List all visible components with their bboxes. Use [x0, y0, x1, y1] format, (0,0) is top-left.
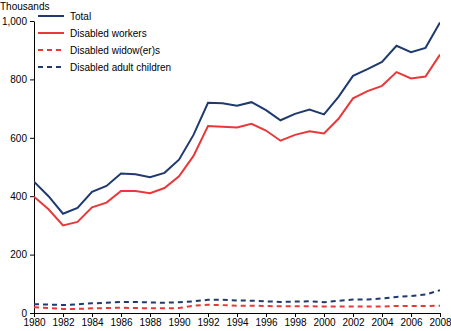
y-tick-mark [30, 79, 34, 80]
x-tick: 1986 [110, 313, 133, 328]
x-tick: 1998 [284, 313, 307, 328]
x-tick-label: 2004 [371, 317, 394, 328]
x-tick-label: 1998 [284, 317, 307, 328]
x-tick-label: 2008 [429, 317, 451, 328]
x-tick: 2002 [342, 313, 365, 328]
y-tick: 600 [10, 133, 34, 144]
x-tick: 2008 [429, 313, 451, 328]
series-line [34, 305, 440, 309]
y-tick-label: 200 [10, 249, 27, 260]
y-tick-label: 800 [10, 74, 27, 85]
y-tick-label: 600 [10, 133, 27, 144]
y-tick: 400 [10, 191, 34, 202]
chart: 02004006008001,0001980198219841986198819… [0, 0, 451, 331]
legend-swatch [38, 66, 64, 68]
y-tick-mark [30, 138, 34, 139]
y-tick: 200 [10, 249, 34, 260]
x-tick: 2004 [371, 313, 394, 328]
y-tick-mark [30, 255, 34, 256]
x-tick: 2006 [400, 313, 423, 328]
legend-swatch [38, 49, 64, 51]
x-tick-label: 2000 [313, 317, 336, 328]
legend-label: Total [70, 11, 91, 22]
x-tick-label: 1994 [226, 317, 249, 328]
x-tick: 1994 [226, 313, 249, 328]
y-tick-label: 1,000 [2, 16, 27, 27]
x-tick-label: 2002 [342, 317, 365, 328]
x-tick-label: 1992 [197, 317, 220, 328]
legend-label: Disabled adult children [70, 62, 171, 73]
legend-swatch [38, 15, 64, 17]
x-tick: 1988 [139, 313, 162, 328]
x-axis: 1980 1982 1984 1986 1988 1990 1992 1994 1996 1998… [23, 313, 451, 328]
y-axis-title: Thousands [0, 1, 49, 12]
x-tick-label: 1990 [168, 317, 191, 328]
legend: Total Disabled workers Disabled widow(er)s… [38, 11, 171, 73]
legend-label: Disabled workers [70, 28, 147, 39]
y-tick: 1,000 [2, 16, 34, 27]
plot-area [34, 22, 440, 308]
legend-label: Disabled widow(er)s [70, 45, 160, 56]
series-line [34, 290, 440, 305]
x-tick-label: 1980 [23, 317, 46, 328]
y-tick-label: 400 [10, 191, 27, 202]
y-axis-line [34, 22, 35, 314]
y-tick: 800 [10, 74, 34, 85]
legend-swatch [38, 32, 64, 34]
x-tick: 1990 [168, 313, 191, 328]
x-tick: 2000 [313, 313, 336, 328]
series-line [34, 22, 440, 213]
y-tick-mark [30, 21, 34, 22]
series-line [34, 55, 440, 226]
x-tick: 1996 [255, 313, 278, 328]
x-tick-label: 1982 [52, 317, 75, 328]
y-axis: 02004006008001,000 [2, 16, 35, 319]
y-tick-mark [30, 313, 34, 314]
x-tick-label: 1984 [81, 317, 104, 328]
x-tick-label: 1988 [139, 317, 162, 328]
x-tick: 1992 [197, 313, 220, 328]
x-tick: 1982 [52, 313, 75, 328]
x-tick: 1980 [23, 313, 46, 328]
x-tick-label: 1996 [255, 317, 278, 328]
x-tick-label: 2006 [400, 317, 423, 328]
x-tick-label: 1986 [110, 317, 133, 328]
x-tick: 1984 [81, 313, 104, 328]
y-tick-mark [30, 196, 34, 197]
